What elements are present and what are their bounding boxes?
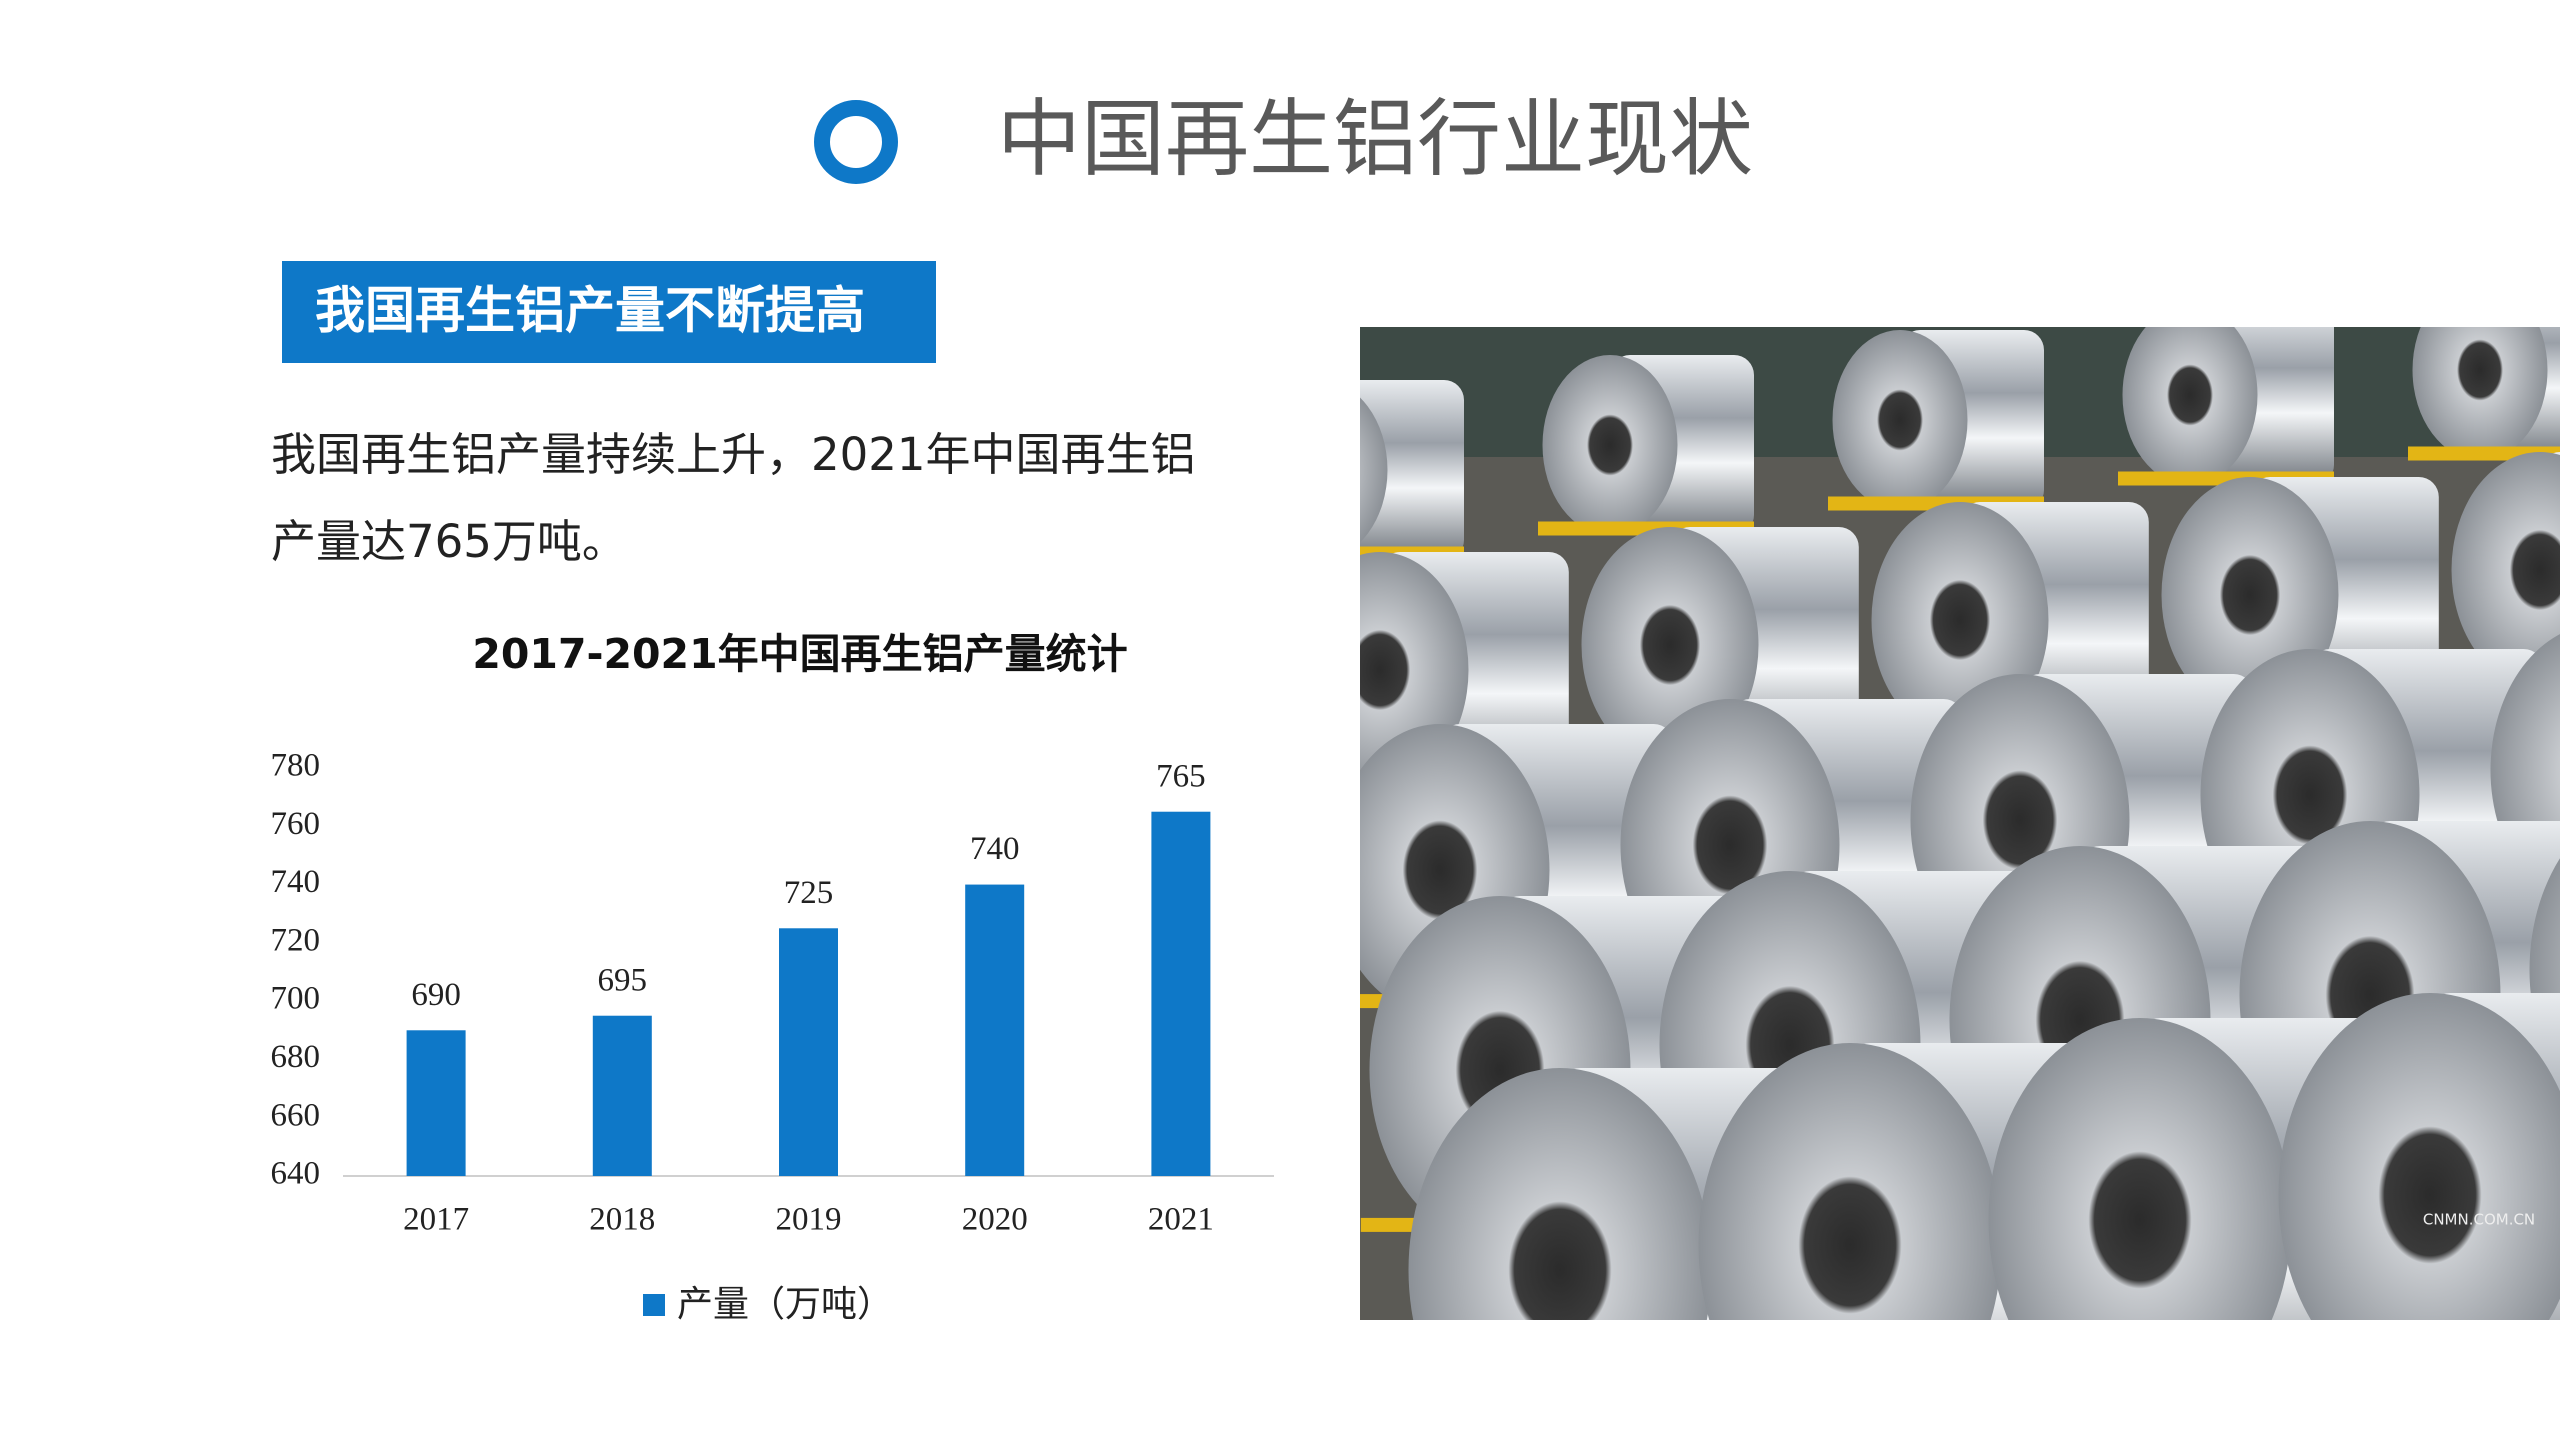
tag-text: 我国再生铝产量不断提高 [315,282,865,340]
data-label: 695 [598,962,648,998]
coil-face [2451,452,2560,688]
coil-face [1698,1043,2002,1320]
data-label: 690 [411,977,461,1013]
bar [1151,811,1211,1176]
legend-label: 产量（万吨） [677,1284,893,1325]
title-icon [814,100,898,184]
photo: CNMN.COM.CN [1360,327,2560,1431]
coil-face [1832,330,1968,510]
coil-stand [2268,1367,2560,1381]
coil-face [1360,397,1388,543]
legend-swatch [643,1294,665,1316]
bar [779,928,838,1176]
coil-face [1988,1018,2292,1320]
slide-title: 中国再生铝行业现状 [997,90,1753,188]
tag-box [282,261,936,363]
coil-stand [1978,1392,2463,1406]
paragraph-line: 我国再生铝产量持续上升，2021年中国再生铝 [271,428,1196,481]
chart-title: 2017-2021年中国再生铝产量统计 [472,630,1127,678]
data-label: 765 [1156,758,1206,794]
x-tick-label: 2019 [776,1202,842,1238]
coil-face [1408,1068,1712,1320]
y-tick-label: 640 [271,1156,321,1192]
bar [592,1015,652,1176]
x-tick-label: 2017 [403,1202,469,1238]
coil-face [2122,327,2258,485]
coil-body [1360,380,1464,560]
y-tick-label: 680 [271,1039,321,1075]
coil-face [2278,993,2560,1320]
data-label: 740 [970,831,1020,867]
y-tick-label: 740 [271,864,321,900]
x-tick-label: 2018 [589,1202,655,1238]
y-tick-label: 720 [271,922,321,958]
bar [965,884,1025,1176]
photo-watermark: CNMN.COM.CN [2423,1211,2535,1229]
coil-stand [1688,1417,2173,1431]
data-label: 725 [784,875,834,911]
paragraph-line: 产量达765万吨。 [271,515,627,568]
coil-face [2412,327,2548,460]
coil-face [1542,355,1678,535]
x-tick-label: 2021 [1148,1202,1214,1238]
y-tick-label: 760 [271,806,321,842]
y-tick-label: 780 [271,748,321,784]
x-tick-label: 2020 [962,1202,1028,1238]
y-tick-label: 660 [271,1097,321,1133]
y-tick-label: 700 [271,981,321,1017]
bar [406,1030,466,1176]
